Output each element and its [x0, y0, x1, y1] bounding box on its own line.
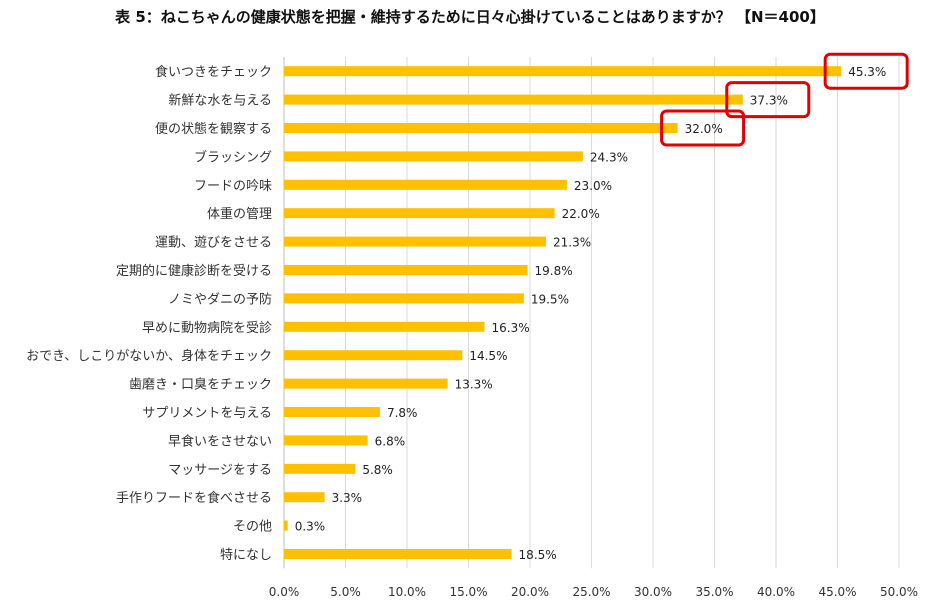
bar — [284, 123, 678, 133]
bars — [284, 66, 842, 559]
bar — [284, 151, 583, 162]
x-tick-label: 30.0% — [634, 585, 672, 599]
value-label: 32.0% — [685, 122, 723, 136]
bar — [284, 66, 842, 77]
value-label: 24.3% — [590, 150, 628, 164]
highlight-box — [725, 81, 811, 119]
bar — [284, 293, 524, 304]
value-label: 0.3% — [295, 520, 326, 534]
value-label: 18.5% — [519, 548, 557, 562]
value-label: 16.3% — [491, 321, 529, 335]
bar — [284, 520, 288, 531]
category-label: 便の状態を観察する — [155, 121, 272, 137]
bar — [284, 435, 368, 446]
category-label: 歯磨き・口臭をチェック — [129, 378, 272, 393]
category-label: その他 — [233, 520, 272, 535]
bar — [284, 549, 512, 559]
chart-title: 表 5：ねこちゃんの健康状態を把握・維持するために日々心掛けていることはあります… — [115, 8, 825, 26]
category-label: 新鮮な水を与える — [168, 93, 272, 109]
category-label: 体重の管理 — [207, 206, 272, 222]
x-tick-label: 50.0% — [880, 585, 918, 599]
category-label: 定期的に健康診断を受ける — [116, 263, 272, 279]
x-tick-label: 0.0% — [269, 585, 300, 599]
x-tick-label: 35.0% — [695, 585, 733, 599]
x-tick-label: 5.0% — [330, 585, 361, 599]
category-label: おでき、しこりがないか、身体をチェック — [26, 348, 272, 364]
category-label: 特になし — [220, 548, 272, 563]
highlight-boxes — [660, 52, 909, 147]
category-label: ブラッシング — [194, 149, 272, 165]
bar — [284, 179, 567, 190]
category-label: 手作りフードを食べさせる — [116, 490, 272, 506]
category-label: 早食いをさせない — [168, 433, 272, 449]
category-label: フードの吟味 — [194, 178, 272, 194]
value-label: 7.8% — [387, 406, 418, 420]
value-label: 5.8% — [362, 463, 393, 477]
value-label: 19.8% — [535, 264, 573, 278]
value-label: 37.3% — [750, 94, 788, 108]
value-label: 22.0% — [562, 207, 600, 221]
x-tick-label: 45.0% — [818, 585, 856, 599]
value-label: 14.5% — [469, 349, 507, 363]
bar — [284, 265, 528, 275]
x-tick-label: 15.0% — [449, 585, 487, 599]
x-tick-label: 25.0% — [572, 585, 610, 599]
value-labels: 45.3% 37.3% 32.0% 24.3% 23.0% 22.0% 21.3% 19.8%… — [295, 65, 887, 562]
x-tick-label: 20.0% — [511, 585, 549, 599]
category-label: 早めに動物病院を受診 — [142, 320, 272, 336]
bar — [284, 94, 743, 105]
category-label: マッサージをする — [168, 463, 272, 478]
value-label: 6.8% — [375, 434, 406, 448]
grid-lines — [283, 57, 900, 569]
bar — [284, 350, 463, 361]
value-label: 45.3% — [848, 65, 886, 79]
value-label: 23.0% — [574, 179, 612, 193]
value-label: 13.3% — [455, 378, 493, 392]
category-label: サプリメントを与える — [142, 406, 272, 421]
bar — [284, 463, 356, 474]
category-labels: 食いつきをチェック新鮮な水を与える便の状態を観察するブラッシングフードの吟味体重… — [26, 64, 272, 563]
bar — [284, 208, 555, 219]
x-tick-label: 10.0% — [388, 585, 426, 599]
value-label: 21.3% — [553, 236, 591, 250]
bar — [284, 321, 485, 332]
x-tick-label: 40.0% — [757, 585, 795, 599]
category-label: ノミやダニの予防 — [168, 291, 272, 307]
x-tick-labels: 0.0% 5.0% 10.0% 15.0% 20.0% 25.0% 30.0% 35.0% 40… — [269, 585, 918, 599]
highlight-box — [823, 52, 909, 90]
bar — [284, 492, 325, 503]
category-label: 食いつきをチェック — [155, 64, 272, 80]
highlight-box — [660, 109, 746, 147]
value-label: 3.3% — [332, 491, 363, 505]
value-label: 19.5% — [531, 292, 569, 306]
bar — [284, 236, 546, 247]
category-label: 運動、遊びをさせる — [155, 236, 272, 251]
bar — [284, 407, 380, 417]
bar — [284, 378, 448, 389]
